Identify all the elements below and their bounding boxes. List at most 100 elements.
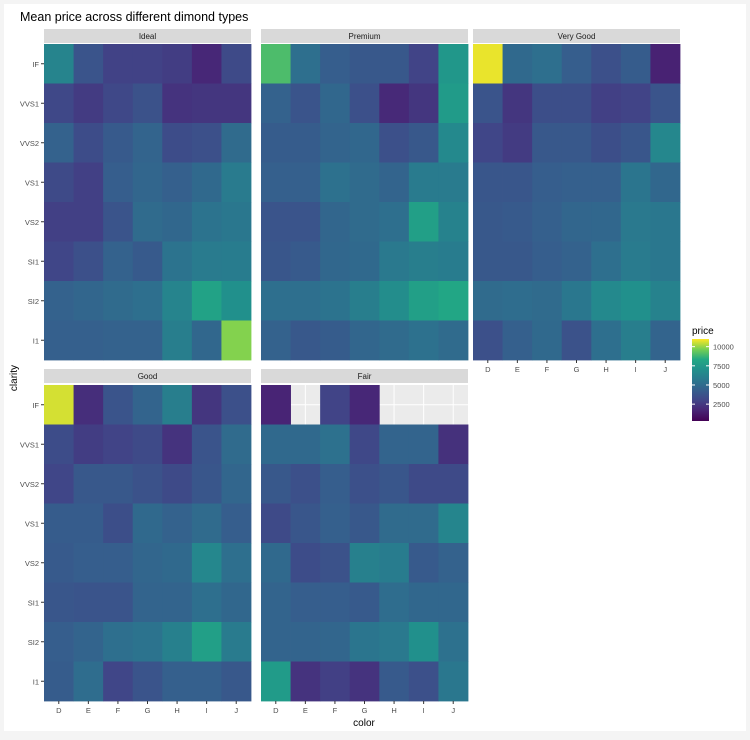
heatmap-tile xyxy=(502,241,533,282)
heatmap-tile xyxy=(620,202,651,242)
heatmap-tile xyxy=(162,543,193,583)
x-tick-label: E xyxy=(515,365,520,374)
x-tick-label: J xyxy=(663,365,667,374)
heatmap-tile xyxy=(221,83,252,124)
legend-tick-label: 2500 xyxy=(713,400,730,409)
heatmap-tile xyxy=(44,424,74,465)
heatmap-tile xyxy=(408,503,439,544)
heatmap-tile xyxy=(320,582,351,623)
heatmap-tile xyxy=(73,661,104,702)
heatmap-tile xyxy=(162,661,193,702)
heatmap-tile xyxy=(502,202,533,242)
heatmap-tile xyxy=(103,622,134,662)
heatmap-tile xyxy=(349,424,380,465)
heatmap-tile xyxy=(261,281,291,321)
x-axis-label: color xyxy=(353,718,375,729)
heatmap-tile xyxy=(320,123,351,163)
heatmap-tile xyxy=(532,202,563,242)
heatmap-tile xyxy=(191,424,222,465)
x-tick-label: J xyxy=(451,706,455,715)
heatmap-tile xyxy=(221,202,252,242)
heatmap-tile xyxy=(561,44,592,84)
heatmap-tile xyxy=(103,424,134,465)
heatmap-tile xyxy=(44,123,74,163)
y-tick-label: VVS2 xyxy=(20,139,39,148)
heatmap-tile xyxy=(44,83,74,124)
heatmap-tile xyxy=(320,424,351,465)
heatmap-tile xyxy=(44,385,74,425)
heatmap-tile xyxy=(191,123,222,163)
heatmap-tile xyxy=(438,464,469,504)
heatmap-tile xyxy=(261,582,291,623)
heatmap-tile xyxy=(162,385,193,425)
heatmap-tile xyxy=(162,162,193,203)
heatmap-tile xyxy=(473,162,503,203)
heatmap-tile xyxy=(650,83,681,124)
heatmap-tile xyxy=(132,385,163,425)
x-tick-label: F xyxy=(333,706,338,715)
heatmap-tile xyxy=(221,162,252,203)
heatmap-tile xyxy=(473,202,503,242)
heatmap-tile xyxy=(379,320,410,361)
y-tick-label: VVS2 xyxy=(20,480,39,489)
heatmap-tile xyxy=(349,162,380,203)
heatmap-tile xyxy=(320,503,351,544)
heatmap-tile xyxy=(349,385,380,425)
heatmap-tile xyxy=(44,241,74,282)
heatmap-tile xyxy=(290,202,321,242)
x-tick-label: F xyxy=(545,365,550,374)
heatmap-tile xyxy=(438,123,469,163)
x-tick-label: G xyxy=(362,706,368,715)
heatmap-tile xyxy=(162,582,193,623)
heatmap-tile xyxy=(191,543,222,583)
heatmap-tile xyxy=(349,661,380,702)
heatmap-tile xyxy=(532,162,563,203)
heatmap-tile xyxy=(473,44,503,84)
heatmap-tile xyxy=(320,543,351,583)
legend-tick-label: 5000 xyxy=(713,381,730,390)
heatmap-tile xyxy=(221,241,252,282)
heatmap-tile xyxy=(320,385,351,425)
heatmap-tile xyxy=(73,503,104,544)
heatmap-tile xyxy=(191,83,222,124)
heatmap-tile xyxy=(73,83,104,124)
facet-strip-label: Premium xyxy=(348,32,380,41)
heatmap-tile xyxy=(103,44,134,84)
heatmap-tile xyxy=(532,123,563,163)
heatmap-tile xyxy=(103,83,134,124)
heatmap-tile xyxy=(261,464,291,504)
heatmap-tile xyxy=(290,123,321,163)
heatmap-tile xyxy=(132,320,163,361)
heatmap-tile xyxy=(532,241,563,282)
heatmap-tile xyxy=(438,241,469,282)
heatmap-tile xyxy=(221,661,252,702)
heatmap-tile xyxy=(591,281,622,321)
heatmap-tile xyxy=(408,162,439,203)
heatmap-tile xyxy=(473,241,503,282)
heatmap-tile xyxy=(320,202,351,242)
heatmap-tile xyxy=(349,543,380,583)
heatmap-tile xyxy=(561,123,592,163)
x-tick-label: J xyxy=(234,706,238,715)
heatmap-tile xyxy=(73,385,104,425)
heatmap-tile xyxy=(191,320,222,361)
facet-strip xyxy=(261,369,468,383)
heatmap-tile xyxy=(103,464,134,504)
heatmap-tile xyxy=(73,464,104,504)
heatmap-tile xyxy=(221,320,252,361)
heatmap-tile xyxy=(73,543,104,583)
heatmap-tile xyxy=(349,622,380,662)
heatmap-tile xyxy=(532,320,563,361)
heatmap-tile xyxy=(349,281,380,321)
heatmap-tile xyxy=(320,162,351,203)
heatmap-tile xyxy=(532,83,563,124)
x-tick-label: D xyxy=(485,365,491,374)
heatmap-tile xyxy=(132,44,163,84)
heatmap-tile xyxy=(290,162,321,203)
heatmap-tile xyxy=(349,44,380,84)
heatmap-tile xyxy=(502,320,533,361)
heatmap-tile xyxy=(620,162,651,203)
y-tick-label: I1 xyxy=(33,677,39,686)
heatmap-tile xyxy=(73,241,104,282)
heatmap-tile xyxy=(438,202,469,242)
